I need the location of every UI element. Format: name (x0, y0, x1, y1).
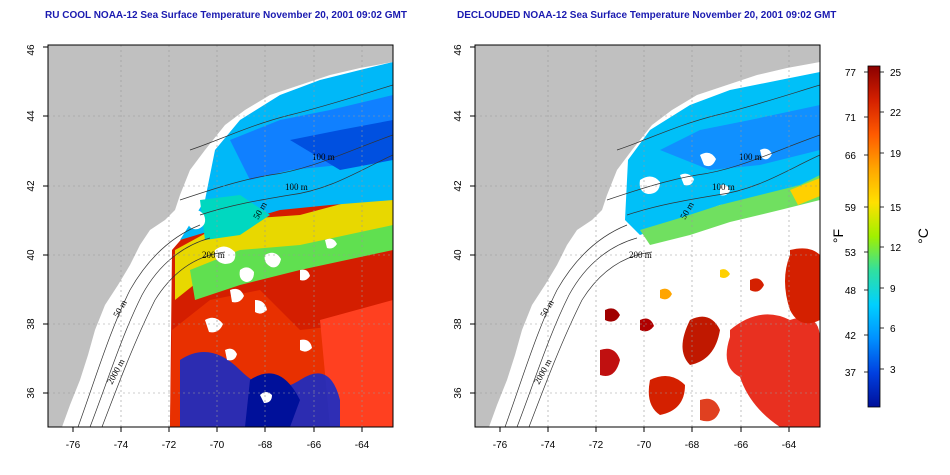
celsius-tick-label: 22 (890, 108, 902, 119)
fahrenheit-tick-label: 77 (845, 68, 857, 79)
left-y-tick-label: 42 (26, 180, 37, 192)
colorbar-gradient (867, 65, 881, 408)
left-x-tick-label: -72 (162, 440, 177, 451)
fahrenheit-tick-label: 48 (845, 286, 857, 297)
fahrenheit-tick-label: 66 (845, 151, 857, 162)
left-grid (48, 45, 393, 427)
right-x-tick-label: -76 (493, 440, 508, 451)
right-x-tick-label: -64 (782, 440, 797, 451)
left-x-tick-label: -76 (66, 440, 81, 451)
right-y-tick-label: 38 (453, 318, 464, 330)
celsius-tick-label: 3 (890, 365, 896, 376)
fahrenheit-tick-label: 37 (845, 368, 857, 379)
left-y-tick-label: 44 (26, 110, 37, 122)
right-y-axis: 36 38 40 42 44 46 (453, 44, 475, 399)
fahrenheit-tick-label: 59 (845, 203, 857, 214)
right-y-tick-label: 46 (453, 44, 464, 56)
right-x-tick-label: -74 (541, 440, 556, 451)
celsius-tick-label: 6 (890, 324, 896, 335)
right-y-tick-label: 42 (453, 180, 464, 192)
right-x-axis: -76 -74 -72 -70 -68 -66 -64 (493, 427, 797, 451)
left-y-tick-label: 38 (26, 318, 37, 330)
right-contour-label: 100 m (712, 182, 735, 192)
right-isobaths (504, 84, 820, 427)
left-map-title: RU COOL NOAA-12 Sea Surface Temperature … (45, 10, 407, 21)
left-x-tick-label: -70 (210, 440, 225, 451)
right-map-title: DECLOUDED NOAA-12 Sea Surface Temperatur… (457, 10, 837, 21)
right-map-frame (474, 44, 821, 428)
right-y-tick-label: 44 (453, 110, 464, 122)
right-land (475, 45, 820, 427)
right-y-tick-label: 36 (453, 387, 464, 399)
right-x-tick-label: -66 (734, 440, 749, 451)
right-warm-patches (600, 248, 820, 427)
fahrenheit-tick-label: 71 (845, 113, 857, 124)
unit-label-fahrenheit: °F (830, 229, 846, 243)
fahrenheit-tick-label: 42 (845, 331, 857, 342)
left-y-tick-label: 36 (26, 387, 37, 399)
fahrenheit-tick-label: 53 (845, 248, 857, 259)
left-map: 100 m 100 m 50 m 200 m 50 m 2000 m (48, 45, 393, 427)
left-land (48, 45, 393, 427)
left-y-axis: 36 38 40 42 44 46 (26, 44, 48, 399)
colorbar: 77 71 66 59 53 48 42 37 25 22 19 15 12 9… (830, 65, 931, 408)
right-x-tick-label: -68 (685, 440, 700, 451)
celsius-tick-label: 12 (890, 243, 902, 254)
left-y-tick-label: 40 (26, 249, 37, 261)
left-x-tick-label: -66 (307, 440, 322, 451)
left-map-frame (47, 44, 394, 428)
right-map: 100 m 100 m 50 m 200 m 50 m 2000 m (475, 45, 820, 427)
left-x-tick-label: -68 (258, 440, 273, 451)
right-x-tick-label: -72 (589, 440, 604, 451)
left-x-tick-label: -74 (114, 440, 129, 451)
celsius-tick-label: 25 (890, 68, 902, 79)
right-contour-label: 100 m (739, 152, 762, 162)
right-x-tick-label: -70 (637, 440, 652, 451)
celsius-tick-label: 9 (890, 284, 896, 295)
left-y-tick-label: 46 (26, 44, 37, 56)
celsius-tick-label: 19 (890, 149, 902, 160)
left-isobaths (77, 84, 393, 427)
left-x-axis: -76 -74 -72 -70 -68 -66 -64 (66, 427, 370, 451)
unit-label-celsius: °C (915, 228, 931, 244)
left-contour-label: 100 m (312, 152, 335, 162)
celsius-tick-label: 15 (890, 203, 902, 214)
right-y-tick-label: 40 (453, 249, 464, 261)
left-x-tick-label: -64 (355, 440, 370, 451)
left-contour-label: 100 m (285, 182, 308, 192)
right-grid (475, 45, 820, 427)
